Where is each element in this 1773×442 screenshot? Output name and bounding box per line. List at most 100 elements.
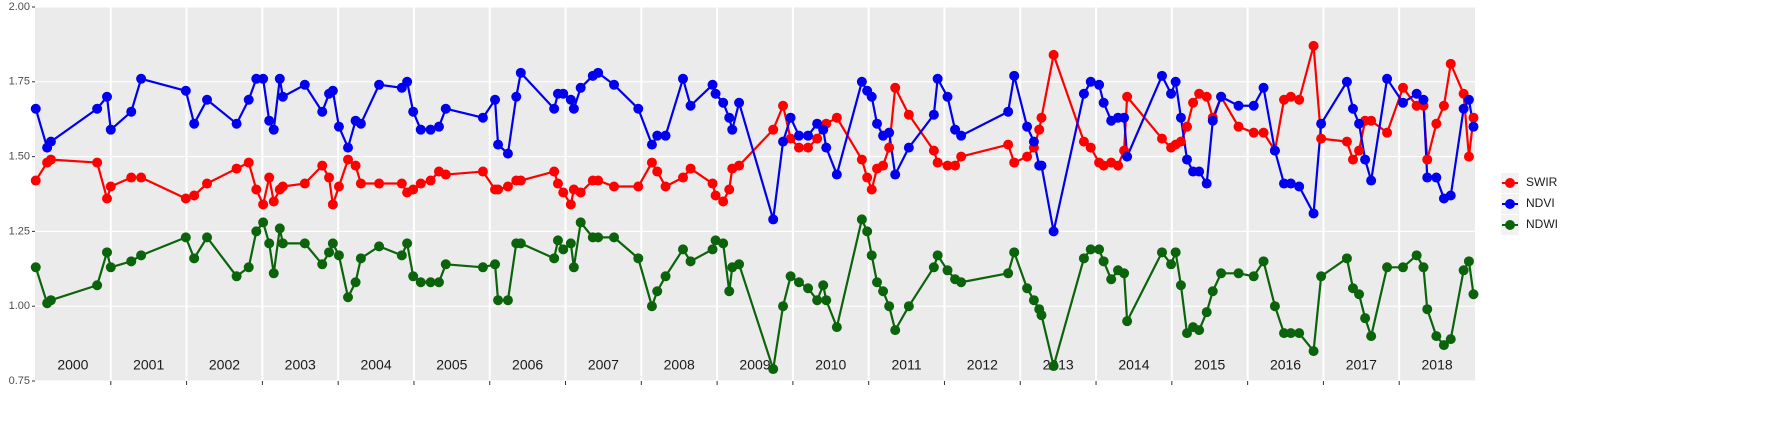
data-point <box>92 280 103 291</box>
data-point <box>793 130 804 141</box>
data-point <box>1094 244 1105 255</box>
data-point <box>1170 76 1181 87</box>
data-point <box>707 178 718 189</box>
data-point <box>1166 259 1177 270</box>
data-point <box>950 160 961 171</box>
data-point <box>1354 289 1365 300</box>
data-point <box>1411 88 1422 99</box>
x-tick-label: 2005 <box>436 357 467 373</box>
data-point <box>718 196 729 207</box>
data-point <box>493 184 504 195</box>
data-point <box>1233 268 1244 279</box>
data-point <box>1308 208 1319 219</box>
data-point <box>402 238 413 249</box>
data-point <box>575 187 586 198</box>
data-point <box>685 100 696 111</box>
y-tick-label: 1.75 <box>9 76 30 88</box>
data-point <box>415 124 426 135</box>
data-point <box>1360 154 1371 165</box>
data-point <box>102 247 112 258</box>
data-point <box>202 94 213 105</box>
data-point <box>818 280 829 291</box>
data-point <box>1294 328 1305 339</box>
data-point <box>1122 151 1133 162</box>
data-point <box>1022 283 1033 294</box>
data-point <box>866 184 877 195</box>
data-point <box>803 283 814 294</box>
data-point <box>189 118 200 129</box>
data-point <box>317 259 328 270</box>
data-point <box>1366 175 1377 186</box>
data-point <box>396 250 407 261</box>
data-point <box>1175 280 1186 291</box>
data-point <box>932 250 943 261</box>
data-point <box>1458 103 1469 114</box>
data-point <box>1445 334 1456 345</box>
data-point <box>333 121 344 132</box>
data-point <box>1285 91 1296 102</box>
data-point <box>333 181 344 192</box>
data-point <box>511 91 522 102</box>
data-point <box>440 103 451 114</box>
data-point <box>1341 136 1352 147</box>
data-point <box>1078 88 1089 99</box>
legend-item: NDWI <box>1501 215 1558 235</box>
data-point <box>862 226 873 237</box>
data-point <box>785 112 796 123</box>
data-point <box>633 103 644 114</box>
data-point <box>1248 127 1259 138</box>
data-point <box>1294 94 1305 105</box>
data-point <box>1009 70 1020 81</box>
data-point <box>1463 256 1474 267</box>
data-point <box>1418 262 1429 273</box>
data-point <box>793 142 804 153</box>
data-point <box>105 124 116 135</box>
data-point <box>884 301 895 312</box>
data-point <box>1048 49 1059 60</box>
data-point <box>1431 172 1442 183</box>
data-point <box>768 214 779 225</box>
data-point <box>734 97 745 108</box>
data-point <box>374 178 385 189</box>
data-point <box>558 187 569 198</box>
data-point <box>678 73 688 84</box>
legend-label: NDWI <box>1526 217 1558 231</box>
data-point <box>231 271 242 282</box>
data-point <box>1028 295 1039 306</box>
data-point <box>1098 160 1109 171</box>
data-point <box>30 262 41 273</box>
data-point <box>277 238 288 249</box>
data-point <box>105 181 116 192</box>
data-point <box>1009 247 1020 258</box>
data-point <box>1098 97 1109 108</box>
data-point <box>803 130 814 141</box>
data-point <box>1347 154 1358 165</box>
data-point <box>1188 97 1199 108</box>
data-point <box>1269 301 1280 312</box>
data-point <box>568 103 579 114</box>
data-point <box>884 127 895 138</box>
data-point <box>402 76 413 87</box>
data-point <box>646 301 657 312</box>
data-point <box>768 124 779 135</box>
data-point <box>343 292 354 303</box>
data-point <box>433 277 444 288</box>
data-point <box>1119 268 1130 279</box>
data-point <box>355 253 366 264</box>
data-point <box>1207 286 1218 297</box>
data-point <box>180 232 191 243</box>
data-point <box>1458 265 1469 276</box>
data-point <box>1085 244 1096 255</box>
data-point <box>866 250 877 261</box>
data-point <box>1398 82 1408 93</box>
data-point <box>317 106 328 117</box>
data-point <box>126 106 137 117</box>
data-point <box>1258 256 1269 267</box>
data-point <box>264 238 275 249</box>
data-point <box>92 157 103 168</box>
x-tick-label: 2000 <box>57 357 88 373</box>
data-point <box>903 109 914 120</box>
data-point <box>317 160 328 171</box>
data-point <box>1085 76 1096 87</box>
data-point <box>956 130 967 141</box>
